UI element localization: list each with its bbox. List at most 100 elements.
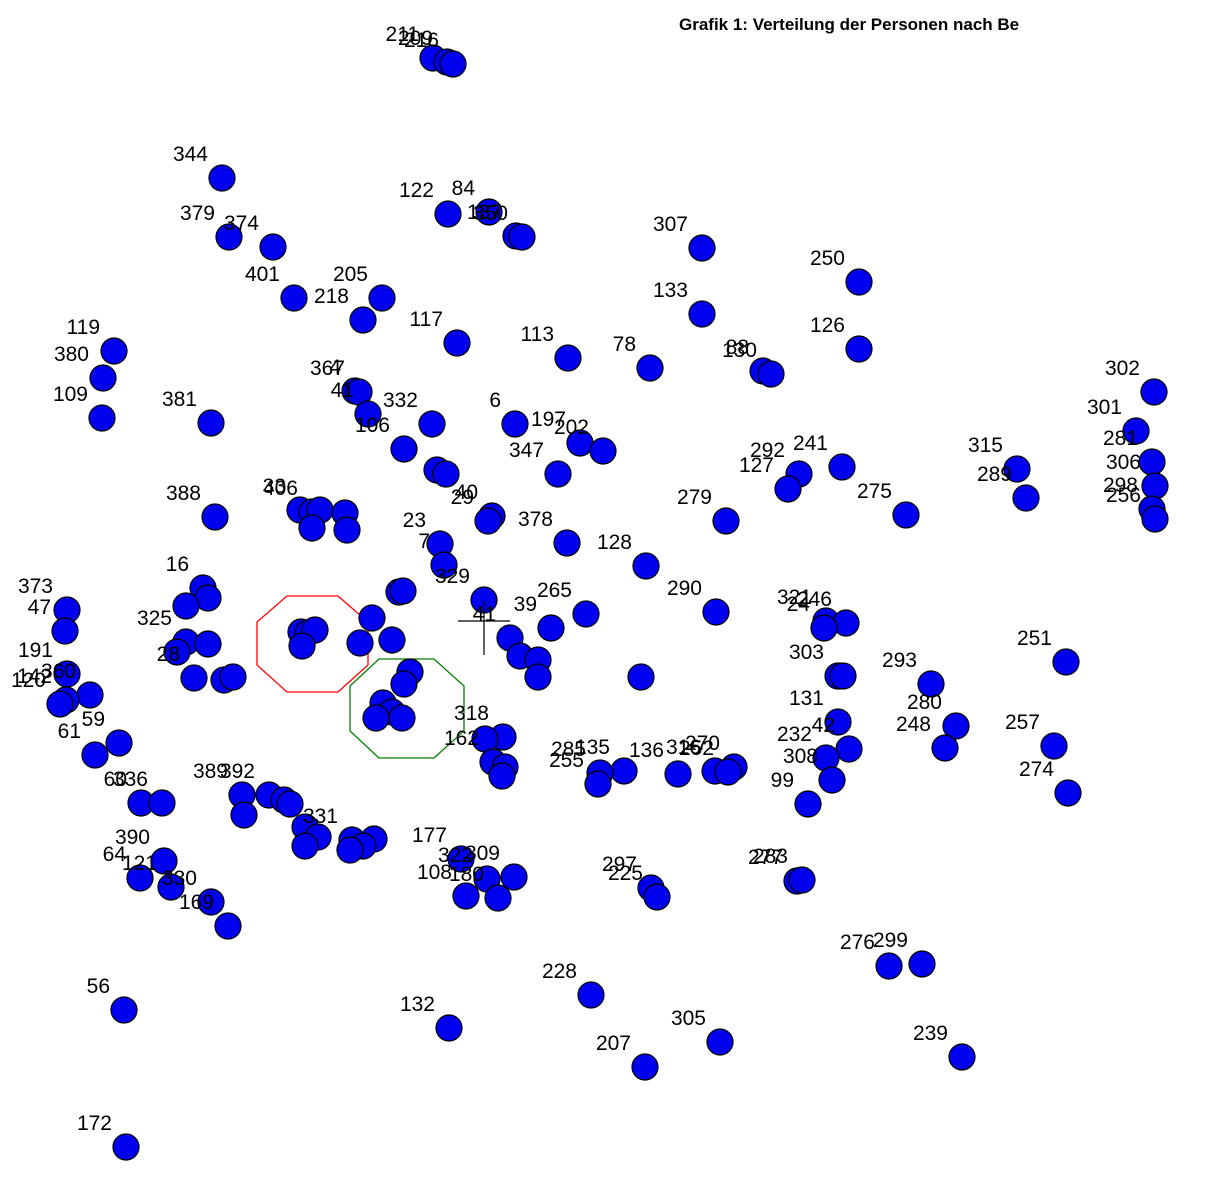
- point-label: 265: [537, 579, 572, 602]
- data-point: [643, 883, 671, 911]
- point-label: 378: [518, 508, 553, 531]
- data-point: [942, 712, 970, 740]
- data-point: [524, 663, 552, 691]
- data-point: [390, 670, 418, 698]
- point-label: 169: [179, 891, 214, 914]
- point-label: 279: [677, 486, 712, 509]
- data-point: [51, 617, 79, 645]
- point-label: 248: [896, 713, 931, 736]
- point-label: 130: [722, 339, 757, 362]
- data-point: [418, 410, 446, 438]
- data-point: [688, 234, 716, 262]
- point-label: 162: [444, 727, 479, 750]
- point-label: 59: [82, 708, 105, 731]
- point-label: 84: [452, 177, 476, 200]
- data-point: [197, 409, 225, 437]
- point-label: 306: [1106, 451, 1141, 474]
- point-label: 309: [465, 842, 500, 865]
- point-label: 137: [467, 201, 502, 224]
- data-point: [390, 435, 418, 463]
- data-point: [835, 735, 863, 763]
- point-label: 61: [58, 720, 81, 743]
- point-label: 128: [597, 531, 632, 554]
- point-label: 127: [739, 454, 774, 477]
- data-point: [201, 503, 229, 531]
- point-label: 47: [28, 596, 51, 619]
- point-label: 290: [667, 577, 702, 600]
- point-label: 297: [602, 853, 637, 876]
- point-label: 205: [333, 263, 368, 286]
- data-point: [774, 475, 802, 503]
- data-point: [447, 845, 475, 873]
- point-label: 406: [263, 477, 298, 500]
- point-label: 42: [812, 714, 835, 737]
- point-label: 24: [787, 593, 811, 616]
- data-point: [845, 335, 873, 363]
- centroid-marker: [458, 601, 510, 655]
- data-point: [333, 516, 361, 544]
- point-label: 321: [777, 586, 812, 609]
- point-label: 228: [542, 960, 577, 983]
- point-label: 388: [166, 482, 201, 505]
- data-point: [484, 884, 512, 912]
- data-point: [702, 598, 730, 626]
- data-point: [1141, 472, 1169, 500]
- data-point: [554, 344, 582, 372]
- data-point: [259, 233, 287, 261]
- point-label: 275: [857, 480, 892, 503]
- point-label: 329: [435, 565, 470, 588]
- point-label: 135: [575, 736, 610, 759]
- data-point: [636, 354, 664, 382]
- data-point: [354, 400, 382, 428]
- point-label: 88: [726, 336, 749, 359]
- data-point: [553, 529, 581, 557]
- data-point: [215, 223, 243, 251]
- point-label: 373: [18, 575, 53, 598]
- point-label: 241: [793, 432, 828, 455]
- data-point: [714, 758, 742, 786]
- point-label: 109: [53, 383, 88, 406]
- point-label: 6: [489, 389, 501, 412]
- data-point: [230, 801, 258, 829]
- data-point: [706, 1028, 734, 1056]
- point-label: 78: [613, 333, 636, 356]
- point-label: 331: [303, 805, 338, 828]
- point-label: 292: [750, 439, 785, 462]
- point-label: 218: [314, 285, 349, 308]
- point-label: 392: [220, 760, 255, 783]
- data-point: [508, 223, 536, 251]
- data-point: [126, 864, 154, 892]
- point-label: 119: [67, 316, 100, 339]
- point-label: 177: [412, 824, 447, 847]
- point-label: 344: [173, 143, 208, 166]
- point-label: 122: [399, 179, 434, 202]
- data-point: [214, 912, 242, 940]
- point-label: 33: [263, 475, 286, 498]
- data-point: [474, 507, 502, 535]
- data-point: [298, 514, 326, 542]
- data-point: [1122, 417, 1150, 445]
- point-label: 251: [1017, 627, 1052, 650]
- data-point: [46, 690, 74, 718]
- data-point: [346, 629, 374, 657]
- data-point: [845, 268, 873, 296]
- data-point: [931, 734, 959, 762]
- data-point: [875, 952, 903, 980]
- point-label: 360: [41, 660, 76, 683]
- point-label: 28: [157, 643, 180, 666]
- data-point: [349, 306, 377, 334]
- data-point: [829, 662, 857, 690]
- data-point: [434, 200, 462, 228]
- data-point: [788, 866, 816, 894]
- point-label: 293: [882, 649, 917, 672]
- data-point: [148, 789, 176, 817]
- hull-layer: [256, 595, 465, 759]
- data-point: [389, 577, 417, 605]
- data-point: [810, 614, 838, 642]
- point-label: 7: [418, 530, 430, 553]
- point-label: 180: [449, 863, 484, 886]
- data-point: [1052, 648, 1080, 676]
- data-point: [475, 198, 503, 226]
- point-label: 280: [907, 691, 942, 714]
